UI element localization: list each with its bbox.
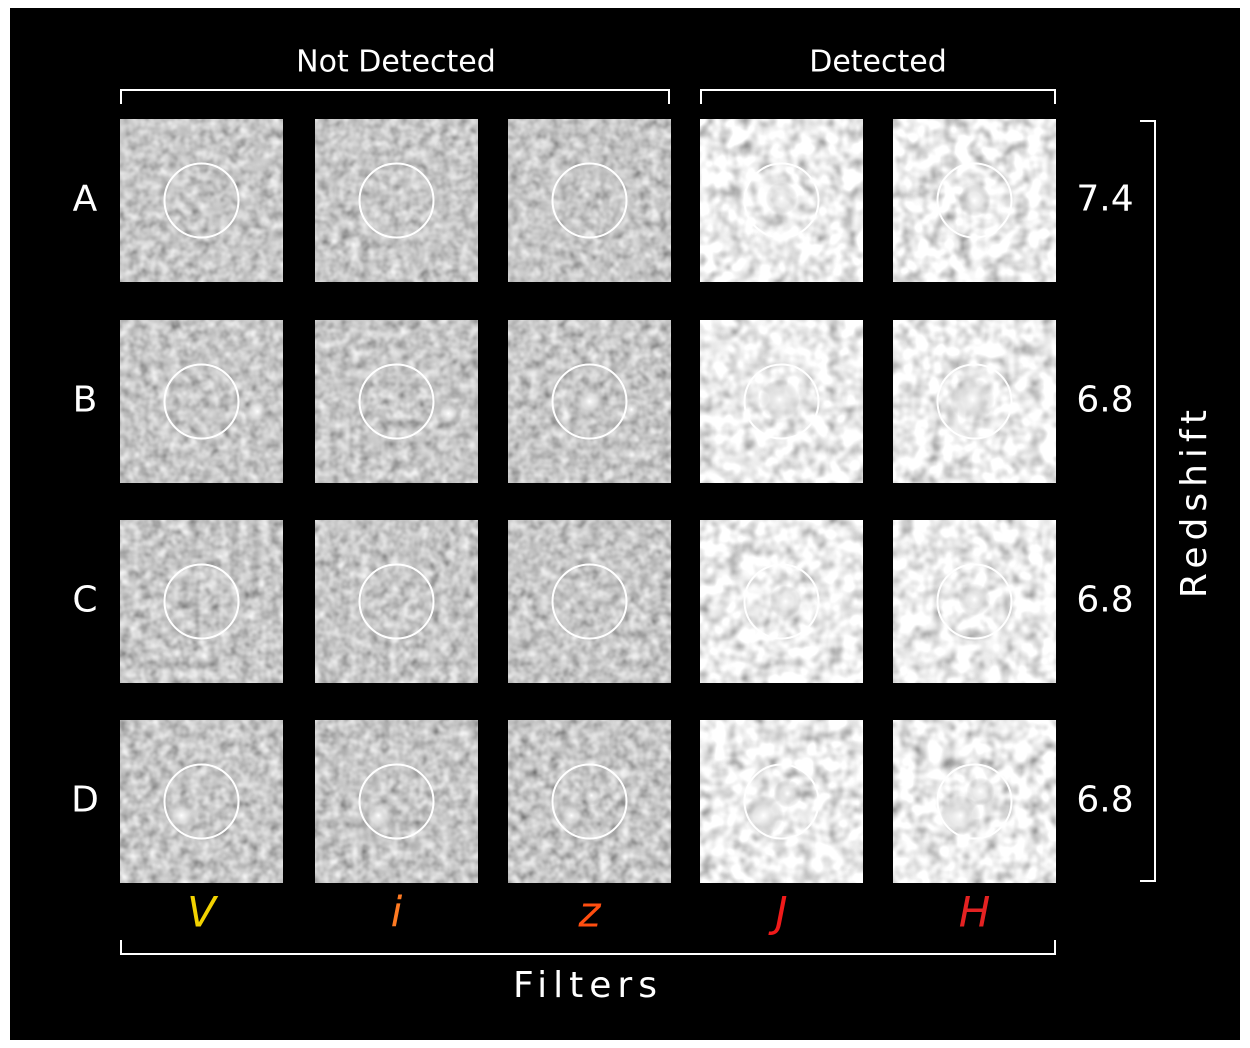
image-panel: [315, 720, 478, 883]
panel-noise: [508, 520, 671, 683]
source-blob: [166, 800, 198, 832]
image-panel: [508, 720, 671, 883]
redshift-label: 6.8: [1076, 380, 1133, 421]
image-panel: [120, 320, 283, 483]
panel-noise: [315, 119, 478, 282]
filter-label: V: [187, 888, 219, 937]
row-label: B: [73, 380, 98, 421]
source-blob: [760, 380, 800, 420]
image-panel: [315, 520, 478, 683]
image-panel: [508, 119, 671, 282]
header-left: Not Detected: [296, 45, 496, 80]
image-panel: [315, 119, 478, 282]
x-axis-label: Filters: [513, 965, 663, 1006]
source-blob: [582, 786, 602, 806]
source-blob: [774, 780, 802, 808]
y-axis-label: Redshift: [1174, 404, 1215, 598]
image-panel: [508, 320, 671, 483]
source-blob: [770, 586, 802, 618]
image-panel: [893, 320, 1056, 483]
image-panel: [120, 119, 283, 282]
redshift-label: 7.4: [1076, 179, 1133, 220]
source-blob: [574, 386, 606, 418]
image-panel: [508, 520, 671, 683]
image-panel: [700, 720, 863, 883]
filter-label: z: [577, 888, 601, 937]
panel-noise: [315, 720, 478, 883]
figure: Not Detected Detected Filters Redshift A…: [0, 0, 1250, 1048]
row-label: C: [72, 580, 97, 621]
source-blob: [967, 778, 995, 806]
image-panel: [893, 520, 1056, 683]
source-blob: [622, 400, 642, 420]
filter-label: H: [959, 888, 991, 937]
image-panel: [893, 119, 1056, 282]
panel-noise: [120, 119, 283, 282]
image-panel: [315, 320, 478, 483]
source-blob: [766, 183, 798, 215]
image-panel: [893, 720, 1056, 883]
panel-noise: [120, 720, 283, 883]
source-blob: [951, 378, 995, 422]
row-label: D: [71, 780, 99, 821]
panel-noise: [315, 520, 478, 683]
source-blob: [959, 584, 991, 616]
image-panel: [700, 119, 863, 282]
panel-noise: [508, 119, 671, 282]
source-blob: [435, 400, 463, 428]
panel-noise: [120, 520, 283, 683]
source-blob: [244, 398, 272, 426]
source-blob: [363, 800, 395, 832]
image-panel: [120, 720, 283, 883]
row-label: A: [73, 179, 98, 220]
redshift-label: 6.8: [1076, 780, 1133, 821]
redshift-label: 6.8: [1076, 580, 1133, 621]
filter-label: i: [391, 888, 403, 937]
header-right: Detected: [809, 45, 947, 80]
source-blob: [959, 185, 991, 217]
image-panel: [120, 520, 283, 683]
image-panel: [700, 320, 863, 483]
image-panel: [700, 520, 863, 683]
